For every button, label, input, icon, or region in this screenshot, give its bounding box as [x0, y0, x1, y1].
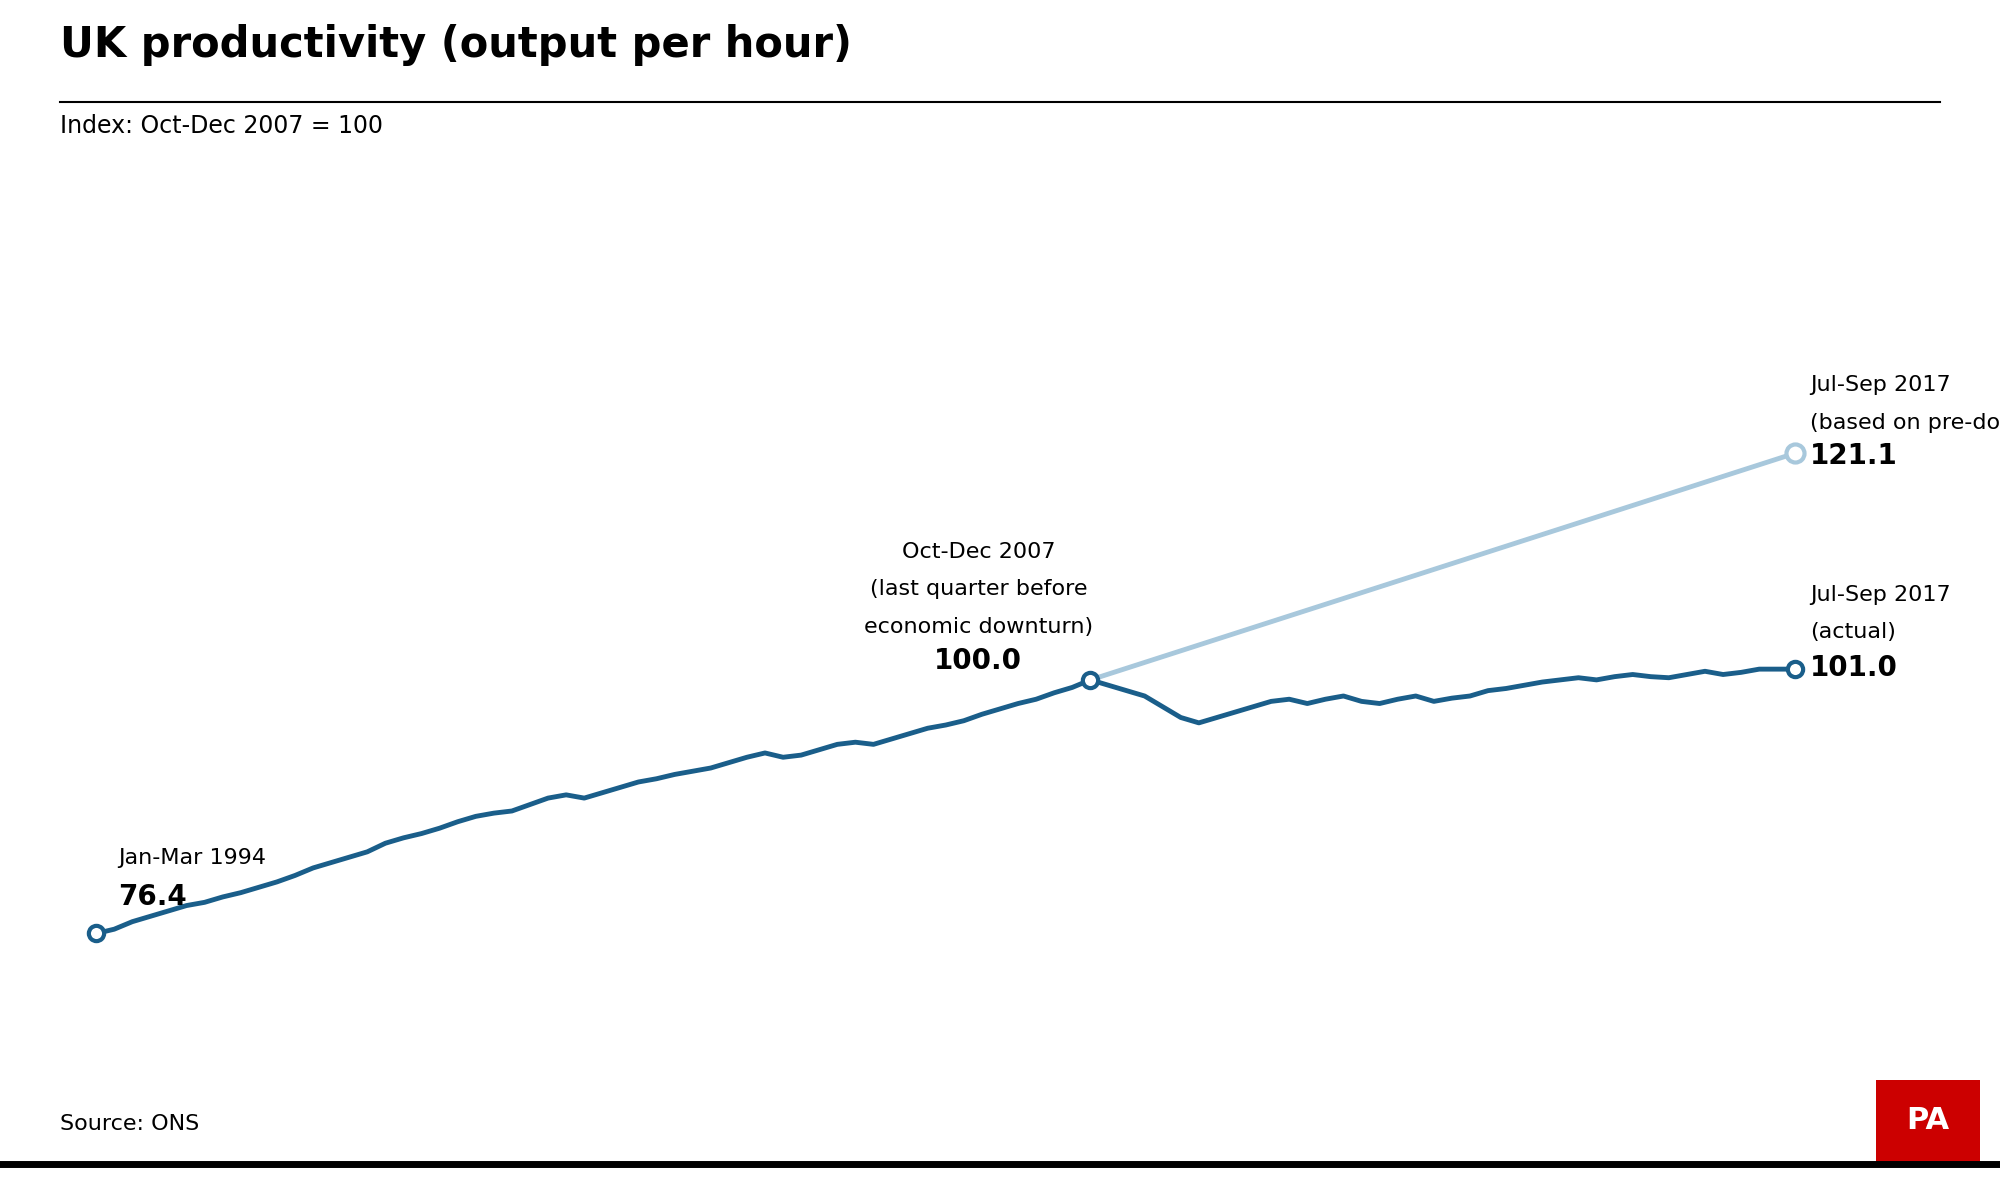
- Text: Index: Oct-Dec 2007 = 100: Index: Oct-Dec 2007 = 100: [60, 114, 384, 138]
- Text: (last quarter before: (last quarter before: [870, 580, 1088, 599]
- Text: (based on pre-downturn trend): (based on pre-downturn trend): [1810, 413, 2000, 433]
- Text: Oct-Dec 2007: Oct-Dec 2007: [902, 541, 1056, 562]
- Text: economic downturn): economic downturn): [864, 617, 1092, 637]
- Text: Source: ONS: Source: ONS: [60, 1114, 200, 1134]
- Text: Jul-Sep 2017: Jul-Sep 2017: [1810, 376, 1950, 395]
- Text: 101.0: 101.0: [1810, 654, 1898, 682]
- Text: 100.0: 100.0: [934, 647, 1022, 674]
- Text: Jan-Mar 1994: Jan-Mar 1994: [118, 848, 266, 868]
- Text: (actual): (actual): [1810, 623, 1896, 642]
- Text: PA: PA: [1906, 1106, 1950, 1135]
- Text: UK productivity (output per hour): UK productivity (output per hour): [60, 24, 852, 66]
- Text: 76.4: 76.4: [118, 883, 186, 911]
- Text: 121.1: 121.1: [1810, 443, 1898, 470]
- Text: Jul-Sep 2017: Jul-Sep 2017: [1810, 584, 1950, 605]
